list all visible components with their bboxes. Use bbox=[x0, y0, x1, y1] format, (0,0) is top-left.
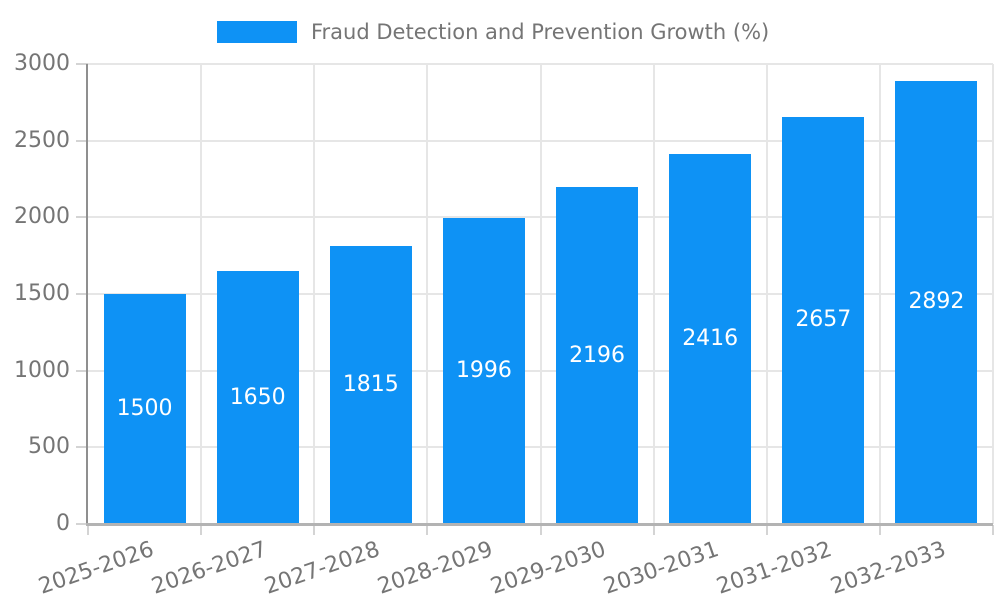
x-tick-label: 2027-2028 bbox=[261, 537, 383, 600]
y-tick-label: 1000 bbox=[14, 357, 70, 383]
x-tick bbox=[539, 525, 542, 535]
bar[interactable] bbox=[556, 187, 639, 524]
x-tick-label: 2028-2029 bbox=[374, 537, 497, 600]
y-tick-label: 0 bbox=[56, 511, 70, 536]
x-tick-label: 2030-2031 bbox=[600, 537, 723, 600]
v-gridline bbox=[200, 64, 203, 524]
x-tick bbox=[765, 525, 768, 535]
bar[interactable] bbox=[895, 80, 978, 524]
y-tick-label: 2500 bbox=[14, 127, 70, 153]
x-tick bbox=[878, 525, 881, 535]
x-tick bbox=[87, 525, 89, 535]
bar-value-label: 1500 bbox=[116, 396, 173, 421]
bar[interactable] bbox=[329, 245, 412, 524]
x-tick-label: 2032-2033 bbox=[827, 537, 949, 600]
y-tick bbox=[76, 446, 88, 449]
bar-value-label: 2892 bbox=[908, 289, 965, 315]
bar[interactable] bbox=[669, 153, 752, 524]
bar[interactable] bbox=[103, 294, 186, 524]
legend-label: Fraud Detection and Prevention Growth (%… bbox=[311, 20, 770, 44]
x-tick-label: 2025-2026 bbox=[35, 537, 157, 600]
x-tick bbox=[992, 525, 994, 535]
bar[interactable] bbox=[782, 116, 865, 524]
y-tick bbox=[76, 139, 88, 142]
x-axis-line bbox=[86, 523, 993, 526]
x-tick bbox=[313, 525, 316, 535]
y-axis-line bbox=[86, 64, 88, 524]
x-tick bbox=[426, 525, 429, 535]
x-tick-label: 2029-2030 bbox=[487, 537, 610, 600]
x-tick-label: 2031-2032 bbox=[713, 537, 836, 600]
legend[interactable]: Fraud Detection and Prevention Growth (%… bbox=[217, 20, 769, 44]
x-tick bbox=[652, 525, 655, 535]
bar-value-label: 2196 bbox=[569, 342, 626, 368]
y-tick-label: 2000 bbox=[14, 204, 70, 230]
y-tick-label: 1500 bbox=[14, 281, 70, 306]
y-tick bbox=[76, 293, 88, 295]
y-tick-label: 500 bbox=[28, 434, 70, 460]
v-gridline bbox=[313, 64, 316, 524]
y-tick bbox=[76, 369, 88, 372]
bar-value-label: 2416 bbox=[682, 325, 739, 351]
x-tick bbox=[200, 525, 203, 535]
y-tick bbox=[76, 216, 88, 219]
x-tick-label: 2026-2027 bbox=[148, 537, 270, 600]
v-gridline bbox=[652, 64, 655, 524]
v-gridline bbox=[878, 64, 881, 524]
bar[interactable] bbox=[442, 217, 525, 524]
v-gridline bbox=[992, 64, 994, 524]
legend-swatch bbox=[217, 21, 297, 43]
y-tick bbox=[76, 63, 88, 65]
y-tick-label: 3000 bbox=[14, 51, 70, 76]
y-tick bbox=[76, 523, 88, 525]
v-gridline bbox=[765, 64, 768, 524]
bar[interactable] bbox=[216, 271, 299, 524]
v-gridline bbox=[539, 64, 542, 524]
bar-value-label: 1996 bbox=[455, 357, 512, 383]
bar-value-label: 1815 bbox=[342, 371, 399, 397]
bar-value-label: 1650 bbox=[229, 384, 286, 410]
bar-value-label: 2657 bbox=[795, 307, 852, 333]
v-gridline bbox=[426, 64, 429, 524]
